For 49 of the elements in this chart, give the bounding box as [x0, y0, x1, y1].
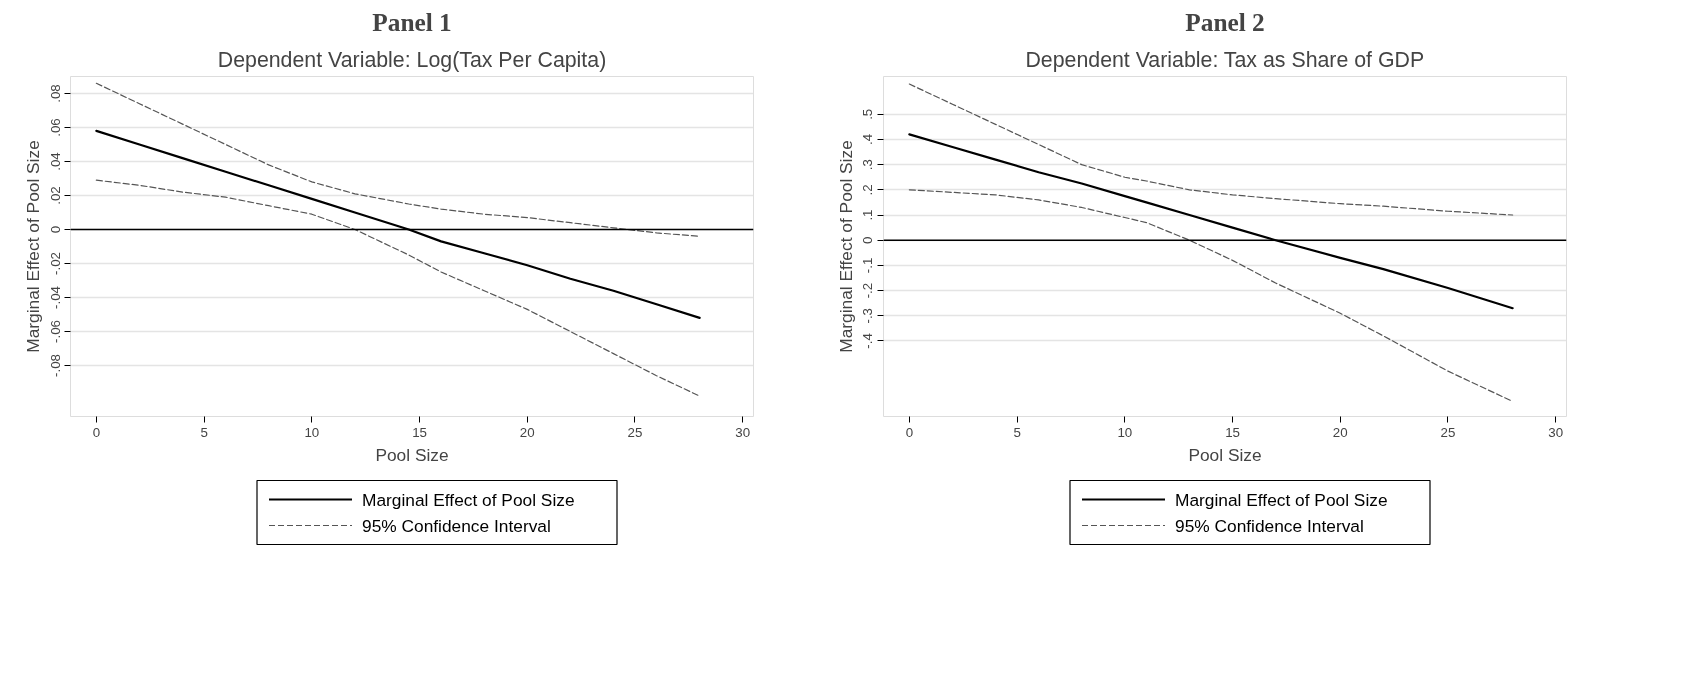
x-axis-title: Pool Size [375, 444, 449, 465]
x-tick-label: 25 [627, 424, 643, 440]
y-tick-label: .4 [860, 133, 876, 146]
y-tick-label: .02 [47, 186, 63, 205]
y-tick-label: .2 [860, 184, 876, 196]
y-tick-label: -.3 [860, 307, 876, 324]
x-tick-label: 30 [1548, 424, 1564, 440]
chart-title: Panel 1 [372, 7, 452, 36]
y-tick-label: 0 [47, 225, 63, 234]
y-tick-label: .5 [860, 108, 876, 120]
x-tick-label: 5 [200, 424, 208, 440]
legend-label: Marginal Effect of Pool Size [362, 489, 575, 510]
y-tick-label: -.4 [860, 332, 876, 349]
line-series [95, 82, 701, 237]
chart-subtitle: Dependent Variable: Log(Tax Per Capita) [217, 47, 607, 72]
line-series [908, 189, 1514, 402]
x-axis-title: Pool Size [1188, 444, 1262, 465]
y-tick-label: -.06 [47, 320, 63, 343]
y-tick-label: -.04 [47, 285, 63, 309]
chart-subtitle: Dependent Variable: Tax as Share of GDP [1025, 47, 1425, 72]
y-axis-title: Marginal Effect of Pool Size [835, 140, 856, 353]
x-tick-label: 25 [1440, 424, 1456, 440]
legend-label: 95% Confidence Interval [362, 515, 551, 536]
y-tick-label: .1 [860, 209, 876, 221]
y-tick-label: -.1 [860, 257, 876, 274]
y-tick-label: -.02 [47, 252, 63, 275]
line-series [95, 179, 701, 397]
y-tick-label: -.2 [860, 282, 876, 299]
legend-label: Marginal Effect of Pool Size [1175, 489, 1388, 510]
y-tick-label: -.08 [47, 354, 63, 377]
x-tick-label: 20 [1332, 424, 1348, 440]
x-tick-label: 10 [304, 424, 320, 440]
x-tick-label: 0 [905, 424, 914, 440]
x-tick-label: 20 [519, 424, 535, 440]
y-tick-label: .3 [860, 159, 876, 171]
legend-label: 95% Confidence Interval [1175, 515, 1364, 536]
y-axis-title: Marginal Effect of Pool Size [22, 140, 43, 353]
x-tick-label: 30 [735, 424, 751, 440]
y-tick-label: 0 [860, 236, 876, 244]
line-series [908, 83, 1514, 216]
x-tick-label: 15 [412, 424, 427, 440]
x-tick-label: 10 [1117, 424, 1133, 440]
y-tick-label: .06 [47, 118, 63, 137]
chart-title: Panel 2 [1185, 7, 1265, 36]
x-tick-label: 15 [1225, 424, 1240, 440]
x-tick-label: 5 [1013, 424, 1021, 440]
x-tick-label: 0 [92, 424, 101, 440]
y-tick-label: .04 [47, 151, 63, 171]
y-tick-label: .08 [47, 84, 63, 103]
